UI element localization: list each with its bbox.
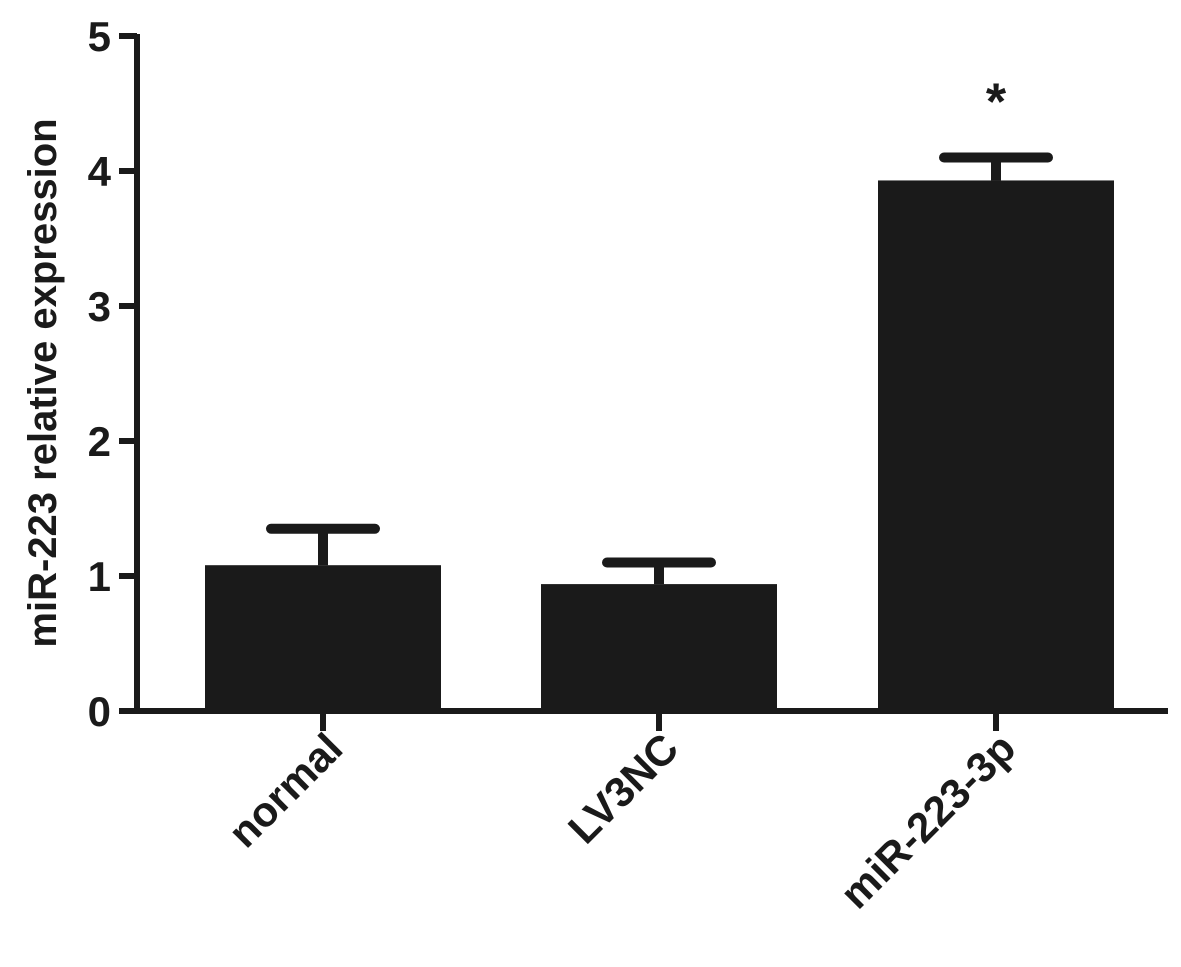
y-tick-label: 1 bbox=[88, 553, 111, 600]
y-axis-label-group: miR-223 relative expression bbox=[21, 118, 65, 647]
bar-mir-223-3p bbox=[878, 180, 1114, 711]
bar-normal bbox=[205, 565, 441, 711]
y-tick-label: 5 bbox=[88, 13, 111, 60]
y-tick-label: 3 bbox=[88, 283, 111, 330]
bars-layer bbox=[205, 152, 1114, 711]
y-axis-label: miR-223 relative expression bbox=[21, 118, 65, 647]
bar-lv3nc bbox=[541, 584, 777, 711]
significance-marker: * bbox=[986, 74, 1007, 132]
y-tick-label: 0 bbox=[88, 688, 111, 735]
x-tick-label: normal bbox=[219, 724, 351, 856]
y-tick-label: 2 bbox=[88, 418, 111, 465]
x-tick-label: LV3NC bbox=[559, 724, 687, 852]
annotations-layer: * bbox=[986, 74, 1007, 132]
y-tick-label: 4 bbox=[88, 148, 112, 195]
x-tick-label: miR-223-3p bbox=[831, 724, 1024, 917]
